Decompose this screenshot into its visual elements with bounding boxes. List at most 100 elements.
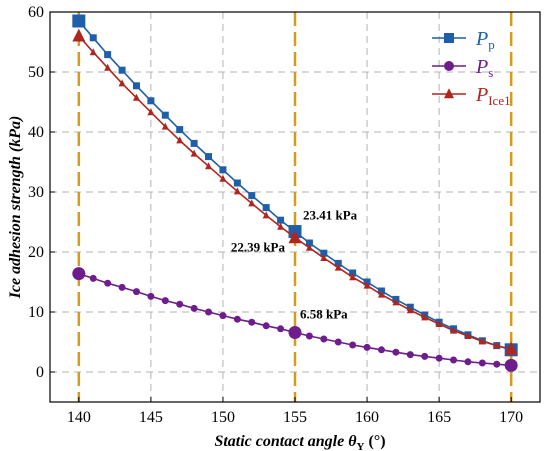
data-point-pice1 bbox=[450, 326, 458, 334]
data-point-ps bbox=[478, 359, 486, 367]
data-point-ps bbox=[248, 318, 256, 326]
data-point-pp bbox=[190, 139, 198, 147]
data-point-ps bbox=[305, 332, 313, 340]
legend-entry: Ps bbox=[475, 56, 493, 80]
data-point-pice1 bbox=[320, 254, 328, 261]
y-tick-label: 60 bbox=[28, 4, 44, 21]
data-point-pice1 bbox=[305, 243, 313, 251]
data-point-pice1 bbox=[89, 48, 97, 56]
data-point-ps bbox=[161, 297, 169, 305]
y-tick-label: 40 bbox=[28, 124, 44, 141]
data-point-ps bbox=[421, 352, 429, 360]
x-tick-label: 170 bbox=[499, 409, 523, 426]
data-point-ps bbox=[377, 346, 385, 354]
data-point-pice1 bbox=[277, 222, 285, 230]
data-point-pice1 bbox=[248, 199, 256, 207]
data-point-pice1 bbox=[219, 174, 227, 182]
data-point-pice1 bbox=[262, 211, 270, 219]
data-point-pp bbox=[334, 259, 342, 267]
data-point-pp bbox=[233, 179, 241, 187]
data-point-pice1 bbox=[349, 273, 357, 281]
y-tick-label: 0 bbox=[36, 364, 44, 381]
data-point-ps bbox=[363, 343, 371, 351]
data-point-ps bbox=[288, 326, 302, 340]
data-point-pice1 bbox=[421, 313, 429, 321]
data-point-pp bbox=[104, 51, 112, 59]
data-point-pp bbox=[262, 204, 270, 212]
data-point-pice1 bbox=[190, 149, 198, 157]
data-point-pp bbox=[118, 66, 126, 74]
legend-marker bbox=[444, 61, 454, 71]
data-point-pice1 bbox=[147, 108, 155, 116]
data-point-pice1 bbox=[233, 187, 241, 195]
data-point-pice1 bbox=[132, 93, 140, 101]
data-point-pp bbox=[161, 111, 169, 119]
data-point-ps bbox=[450, 356, 458, 364]
data-point-ps bbox=[190, 304, 198, 312]
data-point-pice1 bbox=[406, 306, 414, 314]
data-point-pp bbox=[132, 82, 140, 90]
data-point-pp bbox=[277, 216, 285, 224]
data-point-ps bbox=[104, 279, 112, 287]
legend-marker bbox=[444, 33, 454, 43]
data-point-ps bbox=[334, 338, 342, 346]
data-point-pp bbox=[176, 126, 184, 134]
data-point-ps bbox=[205, 308, 213, 316]
data-point-pp bbox=[89, 34, 97, 42]
y-tick-label: 50 bbox=[28, 64, 44, 81]
data-point-pice1 bbox=[478, 337, 486, 345]
data-point-ps bbox=[233, 315, 241, 323]
y-tick-label: 20 bbox=[28, 244, 44, 261]
data-point-pice1 bbox=[392, 298, 400, 306]
data-point-pp bbox=[349, 269, 357, 277]
data-point-pice1 bbox=[493, 341, 501, 349]
data-point-pice1 bbox=[176, 136, 184, 144]
data-point-pice1 bbox=[72, 28, 86, 42]
data-point-ps bbox=[89, 274, 97, 282]
legend-entry: Pp bbox=[475, 28, 495, 52]
data-point-ps bbox=[493, 360, 501, 368]
data-point-pp bbox=[305, 239, 313, 247]
data-label: 22.39 kPa bbox=[231, 240, 286, 255]
data-label: 6.58 kPa bbox=[300, 307, 348, 322]
data-point-ps bbox=[464, 358, 472, 366]
x-tick-label: 140 bbox=[67, 409, 91, 426]
data-label: 23.41 kPa bbox=[303, 208, 358, 223]
data-point-pice1 bbox=[161, 122, 169, 130]
legend-marker bbox=[444, 88, 454, 99]
data-point-pice1 bbox=[377, 290, 385, 298]
data-point-ps bbox=[277, 325, 285, 333]
data-point-ps bbox=[262, 322, 270, 330]
data-point-ps bbox=[118, 283, 126, 291]
x-tick-label: 160 bbox=[355, 409, 379, 426]
data-point-pice1 bbox=[104, 63, 112, 71]
data-point-pice1 bbox=[363, 281, 371, 289]
data-point-pp bbox=[72, 14, 86, 28]
data-point-pice1 bbox=[205, 162, 213, 170]
data-point-ps bbox=[392, 348, 400, 356]
data-point-pp bbox=[320, 249, 328, 257]
data-point-pice1 bbox=[504, 341, 518, 355]
y-tick-label: 30 bbox=[28, 184, 44, 201]
data-point-ps bbox=[147, 292, 155, 300]
y-tick-label: 10 bbox=[28, 304, 44, 321]
data-point-pp bbox=[219, 166, 227, 174]
data-point-pp bbox=[205, 153, 213, 161]
x-tick-label: 145 bbox=[139, 409, 163, 426]
data-point-ps bbox=[435, 354, 443, 362]
x-axis-title: Static contact angle θY (°) bbox=[214, 433, 385, 451]
data-point-ps bbox=[504, 358, 518, 372]
data-point-pice1 bbox=[118, 79, 126, 87]
data-point-pice1 bbox=[334, 263, 342, 271]
data-point-ps bbox=[72, 267, 86, 281]
legend-entry: PIce1 bbox=[475, 84, 511, 108]
data-point-pp bbox=[147, 97, 155, 105]
data-point-ps bbox=[349, 341, 357, 349]
data-point-pice1 bbox=[464, 332, 472, 339]
data-point-ps bbox=[320, 335, 328, 343]
data-point-ps bbox=[406, 351, 414, 359]
data-point-pice1 bbox=[288, 230, 302, 244]
data-point-ps bbox=[176, 300, 184, 308]
x-tick-label: 165 bbox=[427, 409, 451, 426]
